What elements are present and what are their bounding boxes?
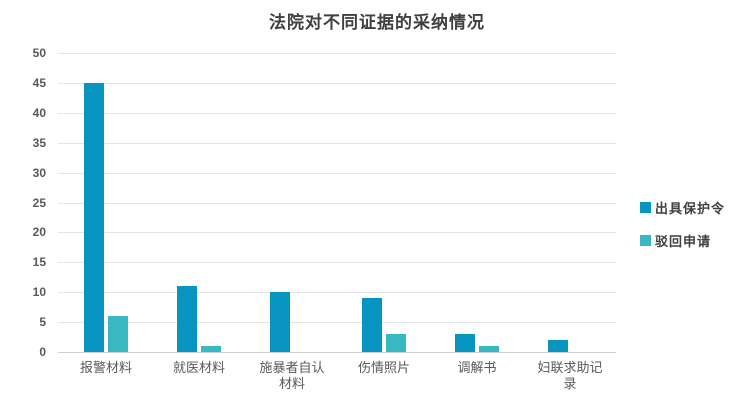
gridline — [58, 203, 616, 204]
y-axis-tick-label: 50 — [32, 46, 46, 60]
y-axis-tick-label: 20 — [32, 225, 46, 239]
x-axis-line — [58, 352, 616, 353]
legend-item: 驳回申请 — [640, 231, 725, 250]
gridline — [58, 143, 616, 144]
y-axis-tick-label: 0 — [39, 345, 46, 359]
legend-label: 出具保护令 — [655, 201, 726, 216]
y-axis-tick-label: 5 — [39, 315, 46, 329]
gridline — [58, 292, 616, 293]
gridline — [58, 113, 616, 114]
bar — [270, 292, 290, 352]
bar — [548, 340, 568, 352]
y-axis-tick-label: 40 — [32, 106, 46, 120]
legend-swatch — [640, 202, 651, 213]
y-axis-tick-label: 10 — [32, 285, 46, 299]
x-axis-label: 妇联求助记 录 — [537, 360, 603, 391]
bar — [362, 298, 382, 352]
x-axis-label: 施暴者自认 材料 — [259, 360, 325, 391]
legend-label: 驳回申请 — [655, 234, 712, 249]
gridline — [58, 173, 616, 174]
bar — [84, 83, 104, 352]
y-axis-tick-label: 45 — [32, 76, 46, 90]
bar — [108, 316, 128, 352]
y-axis-tick-label: 30 — [32, 166, 46, 180]
bar — [201, 346, 221, 352]
bar — [177, 286, 197, 352]
legend-item: 出具保护令 — [640, 198, 725, 217]
gridline — [58, 232, 616, 233]
bar — [479, 346, 499, 352]
y-axis-tick-label: 25 — [32, 196, 46, 210]
y-axis-tick-label: 35 — [32, 136, 46, 150]
x-axis-label: 伤情照片 — [357, 360, 410, 375]
gridline — [58, 83, 616, 84]
gridline — [58, 262, 616, 263]
bar — [455, 334, 475, 352]
gridline — [58, 322, 616, 323]
legend: 出具保护令 驳回申请 — [640, 198, 725, 250]
x-axis-label: 就医材料 — [172, 360, 225, 375]
bar — [386, 334, 406, 352]
legend-swatch — [640, 235, 651, 246]
x-axis-label: 报警材料 — [79, 360, 132, 375]
y-axis-tick-label: 15 — [32, 255, 46, 269]
gridline — [58, 53, 616, 54]
x-axis-label: 调解书 — [457, 360, 497, 375]
chart-title: 法院对不同证据的采纳情况 — [269, 13, 485, 32]
